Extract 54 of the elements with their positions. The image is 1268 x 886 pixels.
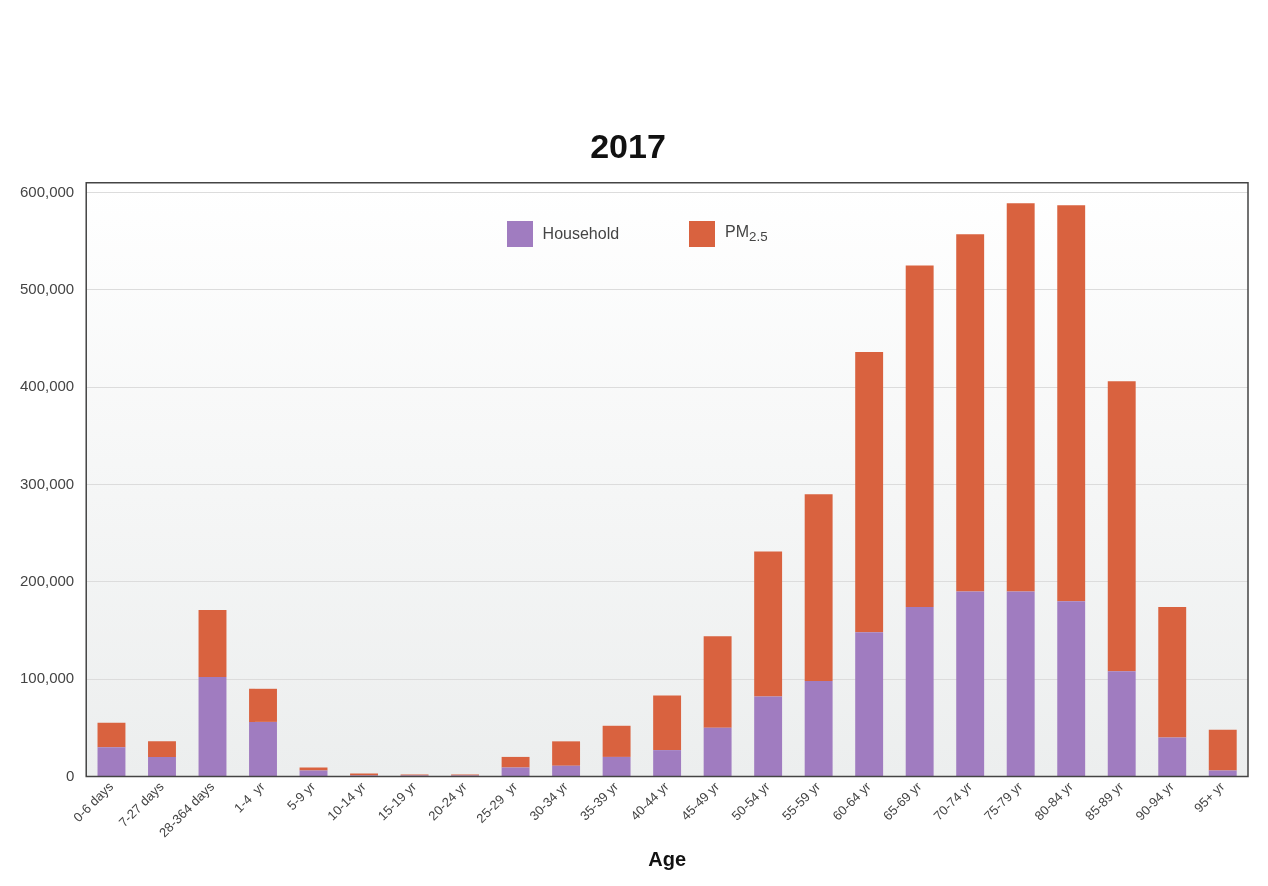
bar [501,767,530,776]
bar [148,741,176,757]
bar [703,727,732,776]
y-tick-label: 200,000 [19,571,75,589]
chart-title: 2017 [590,126,666,165]
bar [148,756,176,776]
bar [299,770,328,776]
y-tick-label: 400,000 [19,377,75,395]
bar [1057,601,1086,776]
bar [97,747,126,776]
y-tick-label: 100,000 [19,669,75,687]
bar [855,352,884,633]
x-tick-label: 5-9 yr [284,778,319,814]
bar [602,756,631,776]
y-tick-label: 300,000 [19,474,75,492]
bar [1158,737,1187,776]
bar [552,741,581,766]
bar [1158,607,1187,738]
y-tick-label: 600,000 [19,182,75,200]
legend-label: PM$_{2.5}$ [725,223,768,245]
bar [1107,381,1136,672]
bar [956,591,985,776]
bar [703,636,732,728]
bar [198,677,227,776]
bar [754,696,783,776]
bar [249,688,277,722]
bar [804,494,833,682]
x-axis-title: Age [648,847,687,870]
x-tick-label: 95+ yr [1190,778,1228,816]
bar [299,767,328,771]
bar [602,725,631,757]
bar [97,722,126,748]
bar [956,234,985,592]
x-tick-label: 1-4 yr [231,778,269,816]
bar [198,609,227,678]
bar [855,632,884,776]
bar [653,750,682,776]
y-tick-label: 0 [65,766,75,784]
legend-label: Household [542,224,620,243]
bar [1208,770,1237,776]
bar [1057,205,1086,602]
y-tick-label: 500,000 [19,279,75,297]
bar [804,681,833,776]
bar [552,765,581,776]
bar [1107,671,1136,776]
bar [905,607,934,776]
bar [653,695,682,751]
bar [501,756,530,768]
bar [1006,591,1035,776]
bar [1006,203,1035,592]
bar [1208,729,1237,771]
bar [249,721,277,776]
bar [754,551,783,697]
bar [905,265,934,608]
